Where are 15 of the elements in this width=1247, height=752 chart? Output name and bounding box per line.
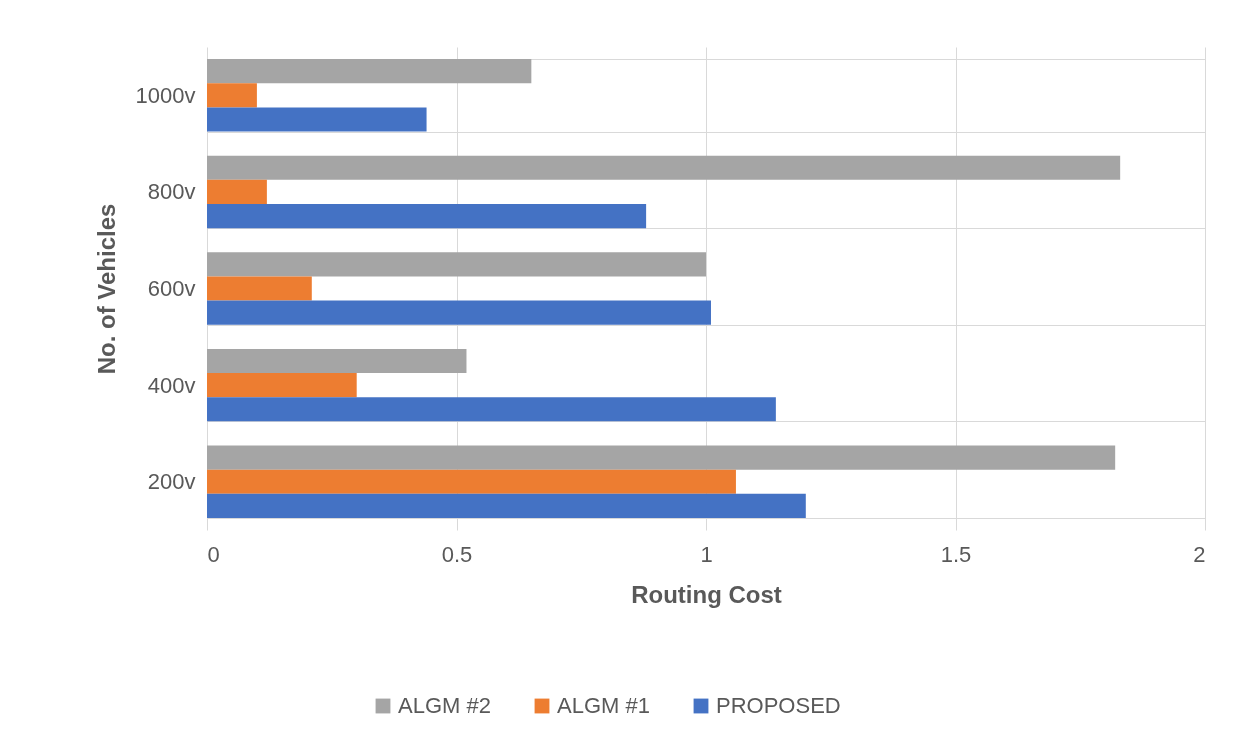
y-axis-title: No. of Vehicles: [92, 203, 120, 375]
legend-label: ALGM #2: [398, 693, 491, 718]
y-tick-label: 400v: [147, 372, 196, 398]
x-tick-label: 0.5: [441, 541, 473, 567]
x-tick-label: 2: [1193, 541, 1206, 567]
y-tick-label: 800v: [147, 179, 196, 205]
x-tick-label: 1: [700, 541, 713, 567]
y-tick-label: 1000v: [135, 82, 196, 108]
x-tick-label: 0: [207, 541, 220, 567]
x-axis-title: Routing Cost: [631, 580, 782, 608]
legend-label: PROPOSED: [716, 693, 841, 718]
y-tick-label: 200v: [147, 469, 196, 495]
legend-label: ALGM #1: [557, 693, 650, 718]
y-tick-label: 600v: [147, 276, 196, 301]
x-tick-label: 1.5: [940, 541, 972, 567]
